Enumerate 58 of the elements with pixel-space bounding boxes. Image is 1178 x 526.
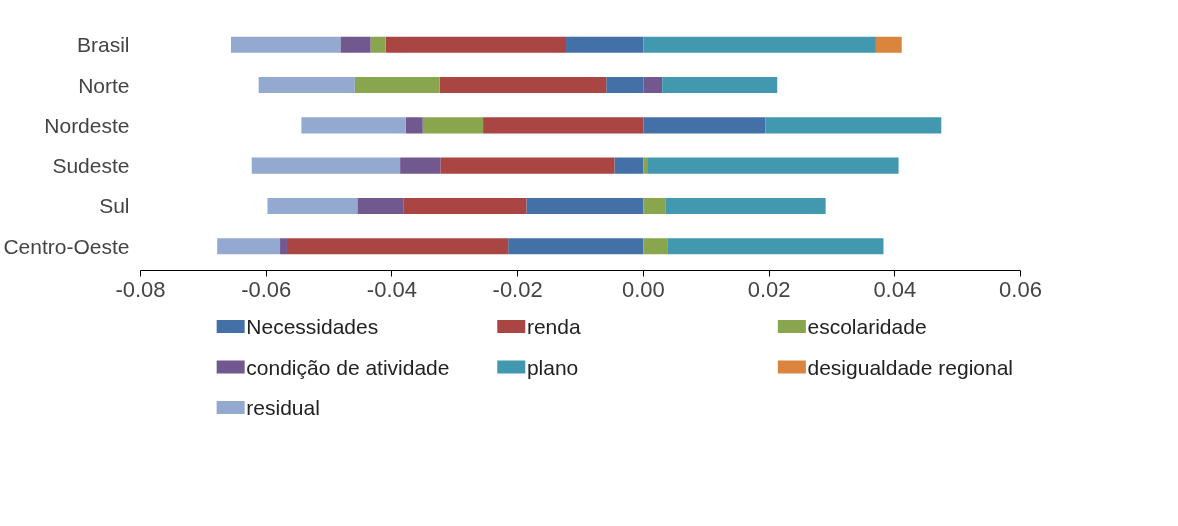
bar xyxy=(280,238,287,255)
legend-label: desigualdade regional xyxy=(807,355,1013,379)
bar xyxy=(251,157,401,174)
bar xyxy=(439,76,607,94)
bar xyxy=(357,197,404,215)
bar xyxy=(643,36,876,53)
bar xyxy=(643,197,666,215)
bar xyxy=(258,76,355,94)
legend-label: escolaridade xyxy=(807,315,927,338)
bar xyxy=(217,238,281,255)
y-tick-label: Sul xyxy=(99,194,130,218)
bar xyxy=(665,197,826,215)
bar xyxy=(526,197,644,215)
bar xyxy=(875,36,902,53)
bar xyxy=(403,197,527,215)
y-tick-label: Brasil xyxy=(76,33,130,57)
bar xyxy=(422,117,484,134)
bar xyxy=(354,76,440,94)
legend-label: Necessidades xyxy=(246,315,379,338)
bar xyxy=(765,117,942,134)
bar xyxy=(643,76,663,94)
bar xyxy=(286,238,509,255)
bar xyxy=(231,36,341,53)
y-tick-label: Sudeste xyxy=(52,154,130,178)
x-tick-label: -0.02 xyxy=(492,276,543,302)
bar xyxy=(643,117,766,134)
legend-label: condição de atividade xyxy=(246,355,450,379)
bar xyxy=(301,117,406,134)
bar xyxy=(614,157,644,174)
bar xyxy=(643,157,648,174)
x-tick-label: 0.04 xyxy=(873,276,917,302)
y-tick-label: Nordeste xyxy=(44,113,130,137)
bar xyxy=(643,238,668,255)
legend-label: renda xyxy=(526,315,581,338)
x-tick-label: 0.02 xyxy=(747,276,791,302)
bar xyxy=(385,36,567,53)
x-tick-label: 0.00 xyxy=(621,276,665,302)
bar xyxy=(370,36,386,53)
y-tick-label: Centro-Oeste xyxy=(3,234,130,258)
legend-label: plano xyxy=(526,355,579,379)
bar xyxy=(483,117,644,134)
x-tick-label: -0.08 xyxy=(115,276,166,302)
x-tick-label: 0.06 xyxy=(999,276,1042,302)
bar xyxy=(508,238,644,255)
bar xyxy=(662,76,778,94)
bar xyxy=(440,157,615,174)
x-tick-label: -0.04 xyxy=(366,276,418,302)
bar xyxy=(405,117,423,134)
x-tick-label: -0.06 xyxy=(241,276,292,302)
bar xyxy=(400,157,441,174)
bar xyxy=(606,76,644,94)
bar xyxy=(340,36,371,53)
bar xyxy=(647,157,899,174)
bar xyxy=(267,197,358,215)
y-tick-label: Norte xyxy=(78,73,130,97)
legend-label: residual xyxy=(246,396,320,419)
bar xyxy=(566,36,644,53)
bar xyxy=(667,238,884,255)
